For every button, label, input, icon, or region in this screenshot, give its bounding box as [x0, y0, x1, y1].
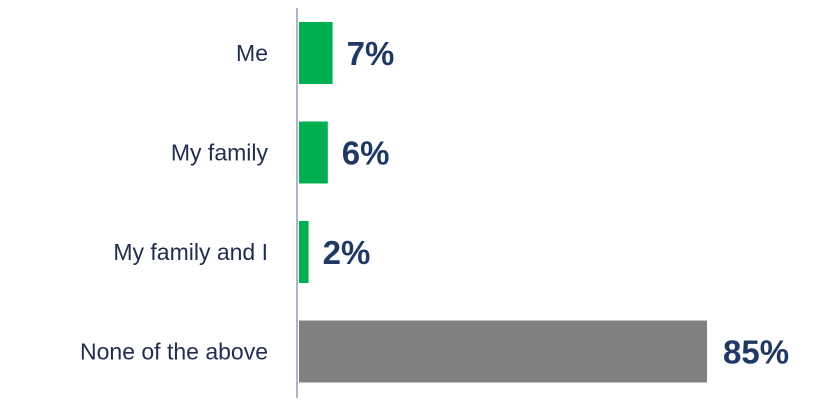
- category-label-me: Me: [236, 40, 268, 66]
- value-label-me: 7%: [347, 35, 395, 72]
- bar-none-of-the-above: [299, 320, 707, 383]
- bar-my-family-and-i: [299, 221, 309, 283]
- bar-me: [299, 22, 333, 84]
- value-label-my-family: 6%: [342, 135, 390, 172]
- bars-layer: [299, 22, 707, 383]
- value-label-none-of-the-above: 85%: [723, 334, 789, 371]
- bar-my-family: [299, 121, 328, 184]
- category-label-none-of-the-above: None of the above: [80, 339, 268, 365]
- category-label-my-family: My family: [171, 140, 269, 166]
- category-label-my-family-and-i: My family and I: [113, 239, 268, 265]
- value-label-my-family-and-i: 2%: [323, 234, 371, 271]
- labels-layer: Me 7% My family 6% My family and I 2% None of …: [80, 35, 789, 371]
